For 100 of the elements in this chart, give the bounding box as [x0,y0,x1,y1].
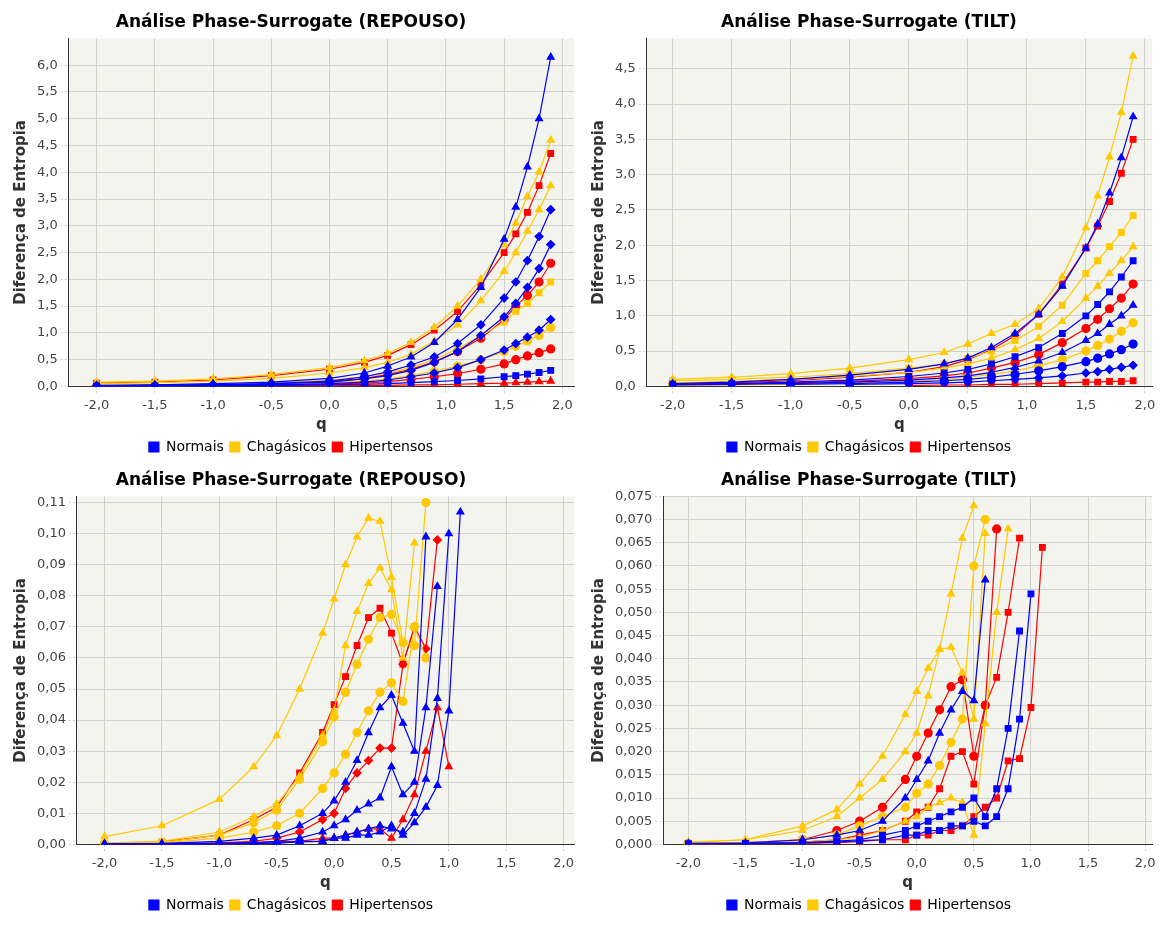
y-tick-label: 4,5 [36,136,58,152]
y-tick-label: 0,030 [615,696,653,712]
x-tick-label: 1,0 [438,854,460,870]
x-tick-label: -1,5 [142,396,168,412]
legend-label: Chagásicos [824,437,905,454]
x-tick-label: 2,0 [553,854,575,870]
y-tick-label: 1,5 [36,297,58,313]
y-tick-label: 3,0 [36,217,58,233]
y-tick-label: 0,0 [614,377,636,393]
y-tick-label: 0,08 [36,587,66,603]
x-tick-label: -0,5 [258,396,284,412]
y-tick-label: 2,0 [614,236,636,252]
x-tick-label: 0,5 [957,396,979,412]
y-tick-label: 0,07 [36,618,66,634]
legend-label: Chagásicos [824,895,905,912]
y-tick-label: 0,015 [615,766,653,782]
x-tick-label: 2,0 [1134,396,1156,412]
y-tick-label: 2,5 [36,243,58,259]
legend-label: Hipertensos [927,437,1012,454]
x-tick-label: -2,0 [91,854,118,870]
y-tick-label: 0,00 [36,835,66,851]
x-tick-label: -0,5 [846,854,873,870]
y-tick-label: 0,0 [36,377,58,393]
x-tick-label: 1,0 [1016,396,1038,412]
y-tick-label: 0,040 [615,650,653,666]
legend-label: Chagásicos [246,895,327,912]
y-tick-label: 0,045 [615,626,653,642]
y-tick-label: 0,005 [615,812,653,828]
legend-label: Hipertensos [349,895,434,912]
y-tick-label: 0,020 [615,742,653,758]
y-tick-label: 0,05 [36,680,66,696]
x-tick-label: 0,5 [963,854,985,870]
y-tick-label: 0,04 [36,711,66,727]
x-tick-label: -0,5 [264,854,290,870]
x-tick-label: 2,0 [552,396,573,412]
y-axis-title: Diferença de Entropia [10,578,29,763]
legend-label: Normais [165,895,224,912]
y-tick-label: 0,035 [615,673,653,689]
x-tick-label: 0,5 [377,396,399,412]
x-tick-label: 0,0 [898,396,920,412]
x-tick-label: 1,0 [435,396,457,412]
x-tick-label: -1,0 [789,854,816,870]
x-tick-label: -2,0 [83,396,110,412]
legend-label: Normais [743,437,802,454]
x-tick-label: -1,5 [718,396,745,412]
y-tick-label: 0,070 [615,510,653,526]
y-tick-label: 0,03 [36,742,66,758]
y-tick-label: 0,09 [36,556,66,572]
y-tick-label: 1,0 [614,307,636,323]
x-axis-title: q [902,872,913,891]
x-tick-label: 1,0 [1020,854,1042,870]
x-tick-label: -1,5 [732,854,759,870]
y-tick-label: 4,0 [614,95,636,111]
chart-title: Análise Phase-Surrogate (REPOUSO) [115,468,467,489]
y-tick-label: 0,010 [615,789,653,805]
y-axis-title: Diferença de Entropia [588,578,607,763]
x-tick-label: 1,5 [1075,396,1097,412]
y-tick-label: 1,0 [36,324,58,340]
y-tick-label: 0,11 [36,493,66,509]
x-tick-label: -1,0 [206,854,232,870]
x-axis-title: q [320,872,331,891]
y-tick-label: 2,5 [614,201,636,217]
x-tick-label: 0,0 [319,396,340,412]
x-tick-label: 1,5 [1077,854,1099,870]
y-tick-label: 6,0 [36,56,58,72]
x-tick-label: 2,0 [1134,854,1156,870]
y-tick-label: 0,000 [615,835,653,851]
y-tick-label: 3,0 [614,166,636,182]
y-tick-label: 0,055 [615,580,653,596]
y-tick-label: 4,0 [36,163,58,179]
y-tick-label: 5,5 [36,83,58,99]
y-tick-label: 1,5 [614,271,636,287]
y-tick-label: 0,060 [615,557,653,573]
legend-label: Hipertensos [927,895,1012,912]
y-tick-label: 5,0 [36,110,58,126]
y-tick-label: 2,0 [36,270,58,286]
x-tick-label: 0,0 [906,854,928,870]
x-tick-label: -2,0 [659,396,686,412]
y-tick-label: 0,10 [36,525,66,541]
y-tick-label: 0,5 [36,351,58,367]
y-tick-label: 0,06 [36,649,66,665]
legend-label: Hipertensos [349,437,434,454]
y-tick-label: 0,02 [36,773,66,789]
y-axis-title: Diferença de Entropia [10,120,29,305]
x-tick-label: 1,5 [493,396,515,412]
y-tick-label: 0,5 [614,342,636,358]
y-tick-label: 0,065 [615,534,653,550]
x-tick-label: -0,5 [837,396,863,412]
x-tick-label: 0,5 [381,854,402,870]
y-tick-label: 3,5 [614,130,636,146]
y-tick-label: 4,5 [614,60,636,76]
y-tick-label: 3,5 [36,190,58,206]
legend-label: Normais [165,437,224,454]
y-tick-label: 0,050 [615,603,653,619]
chart-title: Análise Phase-Surrogate (REPOUSO) [115,10,467,31]
y-tick-label: 0,01 [36,804,66,820]
chart-title: Análise Phase-Surrogate (TILT) [721,468,1017,489]
x-tick-label: -2,0 [675,854,702,870]
x-axis-title: q [893,414,905,433]
chart-title: Análise Phase-Surrogate (TILT) [721,10,1017,31]
